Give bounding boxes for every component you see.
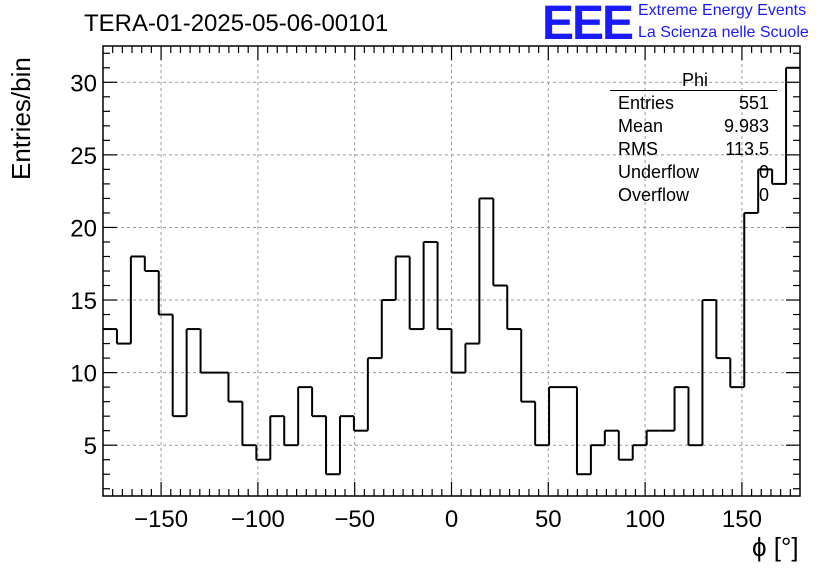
x-tick-label: −100: [231, 506, 285, 533]
stats-box-title: Phi: [681, 70, 708, 90]
stats-box-divider: [610, 90, 777, 91]
plot-title: TERA-01-2025-05-06-00101: [84, 10, 389, 37]
x-tick-label: 150: [722, 506, 762, 533]
y-tick-label: 20: [70, 215, 97, 242]
x-tick-label: 0: [445, 506, 458, 533]
stats-value-mean: 9.983: [723, 116, 769, 136]
eee-logo: EEE: [542, 0, 634, 50]
y-tick-label: 5: [84, 433, 97, 460]
stats-key-underflow: Underflow: [618, 162, 700, 182]
stats-key-mean: Mean: [618, 116, 664, 136]
x-tick-label: 100: [625, 506, 665, 533]
grid: [103, 46, 800, 496]
axis-ticks: [103, 46, 800, 496]
stats-key-entries: Entries: [618, 93, 675, 113]
y-tick-label: 30: [70, 70, 97, 97]
stats-value-entries: 551: [738, 93, 769, 113]
logo-line-2: La Scienza nelle Scuole: [638, 24, 809, 41]
stats-value-overflow: 0: [758, 185, 769, 205]
histogram-layer: [103, 66, 800, 476]
stats-value-underflow: 0: [758, 162, 769, 182]
y-axis-label: Entries/bin: [6, 57, 36, 180]
y-tick-label: 15: [70, 288, 97, 315]
stats-key-overflow: Overflow: [618, 185, 690, 205]
y-tick-label: 25: [70, 143, 97, 170]
x-axis-label: ϕ [°]: [752, 532, 799, 562]
stats-value-rms: 113.5: [725, 139, 769, 159]
x-tick-label: −150: [134, 506, 188, 533]
x-tick-label: 50: [535, 506, 562, 533]
logo-line-1: Extreme Energy Events: [638, 2, 807, 19]
stats-key-rms: RMS: [618, 139, 658, 159]
tick-labels: −150 −100 −50 0 50 100 150 5 10 15 20 25 30: [70, 70, 762, 533]
y-tick-label: 10: [70, 361, 97, 388]
x-tick-label: −50: [334, 506, 375, 533]
